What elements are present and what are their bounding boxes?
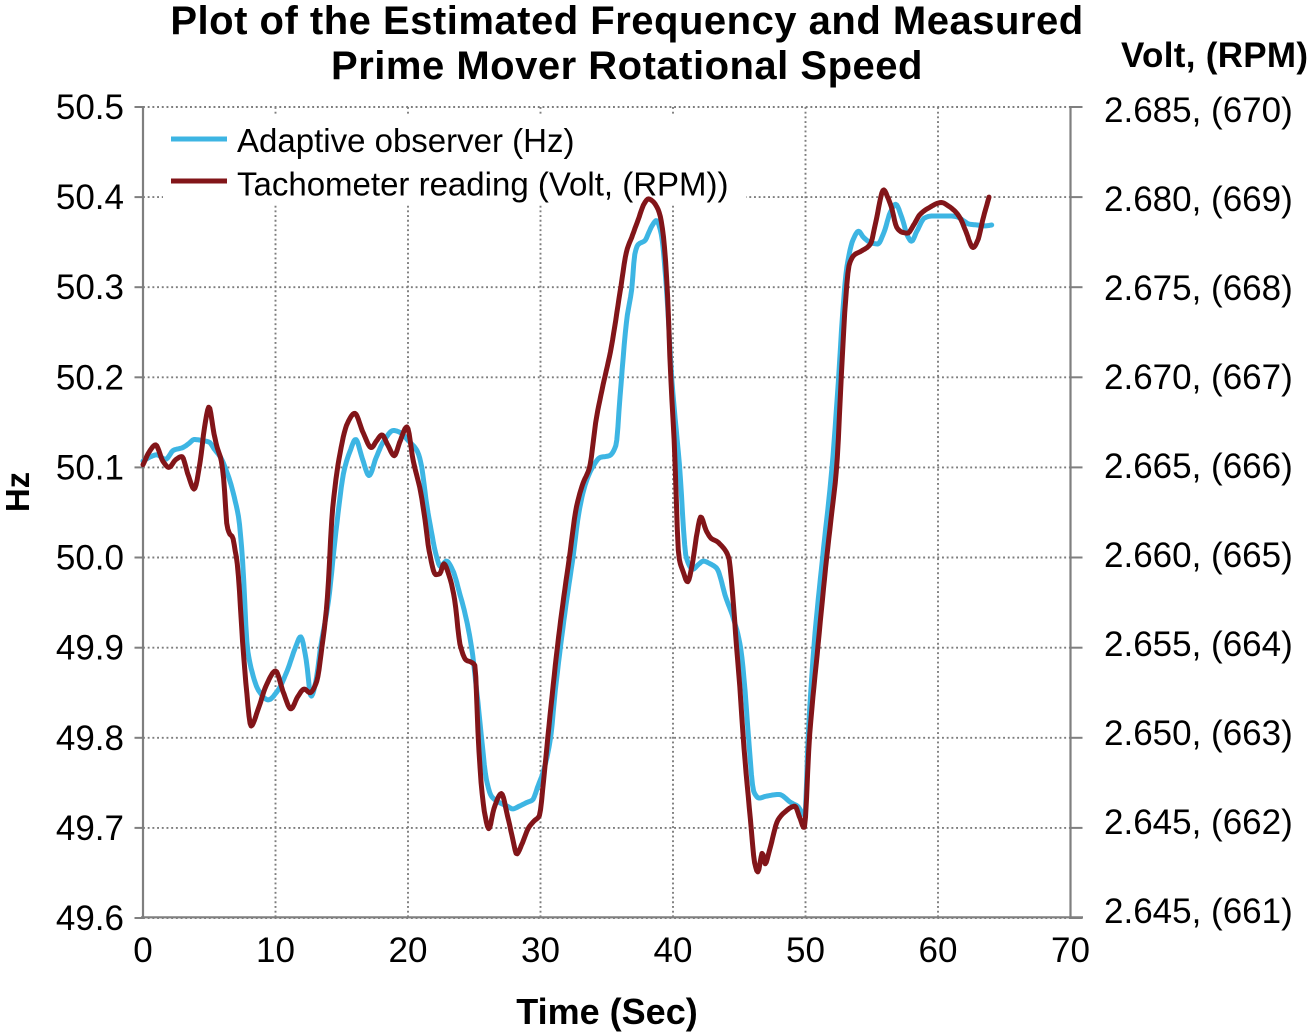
svg-text:60: 60	[919, 931, 958, 970]
svg-text:2.660, (665): 2.660, (665)	[1104, 536, 1293, 575]
svg-text:50.4: 50.4	[56, 178, 124, 217]
svg-text:Volt, (RPM): Volt, (RPM)	[1121, 36, 1308, 75]
svg-text:2.675, (668): 2.675, (668)	[1104, 269, 1293, 308]
svg-text:2.665, (666): 2.665, (666)	[1104, 447, 1293, 486]
svg-text:49.6: 49.6	[56, 899, 124, 938]
svg-text:30: 30	[521, 931, 560, 970]
svg-text:20: 20	[389, 931, 428, 970]
svg-text:Plot of the Estimated Frequenc: Plot of the Estimated Frequency and Meas…	[170, 0, 1083, 43]
svg-text:50.3: 50.3	[56, 268, 124, 307]
svg-text:50.5: 50.5	[56, 88, 124, 127]
svg-text:Prime Mover Rotational Speed: Prime Mover Rotational Speed	[331, 44, 923, 88]
svg-text:2.650, (663): 2.650, (663)	[1104, 714, 1293, 753]
svg-text:2.670, (667): 2.670, (667)	[1104, 358, 1293, 397]
svg-text:49.8: 49.8	[56, 719, 124, 758]
svg-text:10: 10	[256, 931, 295, 970]
svg-text:Adaptive observer (Hz): Adaptive observer (Hz)	[237, 122, 574, 159]
svg-text:2.645, (662): 2.645, (662)	[1104, 803, 1293, 842]
svg-text:2.685, (670): 2.685, (670)	[1104, 91, 1293, 130]
svg-text:50.2: 50.2	[56, 358, 124, 397]
svg-text:40: 40	[654, 931, 693, 970]
svg-text:50.1: 50.1	[56, 448, 124, 487]
svg-text:2.645, (661): 2.645, (661)	[1104, 892, 1293, 931]
svg-text:Time (Sec): Time (Sec)	[516, 991, 697, 1032]
svg-text:50: 50	[786, 931, 825, 970]
svg-text:Tachometer reading (Volt, (RPM: Tachometer reading (Volt, (RPM))	[237, 166, 729, 203]
svg-text:2.655, (664): 2.655, (664)	[1104, 625, 1293, 664]
svg-text:70: 70	[1051, 931, 1090, 970]
svg-text:50.0: 50.0	[56, 539, 124, 578]
svg-text:0: 0	[133, 931, 152, 970]
svg-text:49.7: 49.7	[56, 809, 124, 848]
svg-text:2.680, (669): 2.680, (669)	[1104, 180, 1293, 219]
svg-text:49.9: 49.9	[56, 629, 124, 668]
svg-text:Hz: Hz	[0, 472, 36, 512]
